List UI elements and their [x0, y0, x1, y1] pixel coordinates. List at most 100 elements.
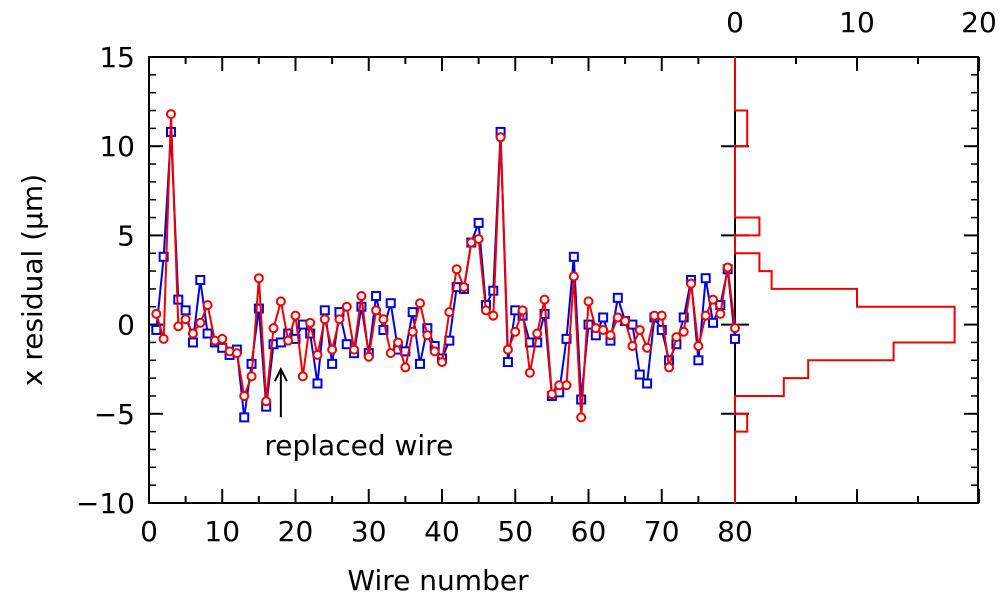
data-point-circle — [253, 273, 264, 284]
data-point-square — [312, 378, 323, 389]
data-point-circle — [334, 314, 345, 325]
data-point-circle — [283, 335, 294, 346]
data-point-circle — [151, 308, 162, 319]
data-point-circle — [407, 326, 418, 337]
data-point-circle — [444, 307, 455, 318]
data-point-circle — [290, 310, 301, 321]
data-point-square — [612, 292, 623, 303]
data-point-square — [319, 305, 330, 316]
data-point-circle — [173, 321, 184, 332]
data-point-circle — [305, 317, 316, 328]
data-point-circle — [678, 326, 689, 337]
data-point-circle — [187, 328, 198, 339]
y-tick-label: 15 — [99, 41, 135, 74]
data-point-circle — [378, 314, 389, 325]
data-point-circle — [620, 316, 631, 327]
data-point-circle — [393, 337, 404, 348]
data-point-circle — [642, 342, 653, 353]
data-point-square — [415, 358, 426, 369]
data-point-square — [634, 369, 645, 380]
data-point-circle — [385, 348, 396, 359]
hist-tick-label: 10 — [839, 6, 875, 39]
x-tick-label: 10 — [204, 515, 240, 548]
data-point-circle — [217, 333, 228, 344]
data-point-square — [202, 328, 213, 339]
data-point-circle — [539, 294, 550, 305]
data-point-circle — [312, 349, 323, 360]
data-point-circle — [341, 301, 352, 312]
data-point-circle — [275, 296, 286, 307]
data-point-circle — [568, 271, 579, 282]
data-point-circle — [627, 341, 638, 352]
data-point-circle — [715, 308, 726, 319]
data-point-circle — [437, 357, 447, 368]
data-point-square — [407, 307, 418, 318]
histogram-layer — [734, 57, 956, 503]
x-tick-label: 50 — [497, 515, 533, 548]
data-point-circle — [502, 344, 513, 355]
data-point-square — [187, 337, 198, 348]
data-point-square — [642, 378, 653, 389]
data-point-circle — [598, 324, 609, 335]
y-axis-title: x residual (μm) — [16, 174, 49, 386]
data-point-square — [151, 324, 162, 335]
data-point-circle — [400, 362, 411, 373]
data-point-circle — [693, 341, 704, 352]
data-point-square — [385, 298, 396, 309]
data-point-circle — [700, 310, 711, 321]
data-point-square — [730, 333, 740, 344]
data-point-circle — [231, 348, 242, 359]
data-point-square — [502, 357, 513, 368]
data-point-circle — [634, 324, 645, 335]
x-tick-label: 70 — [644, 515, 680, 548]
data-point-square — [656, 324, 667, 335]
hist-tick-label: 20 — [961, 6, 997, 39]
data-point-circle — [671, 332, 682, 343]
data-point-circle — [165, 109, 176, 120]
data-point-square — [158, 251, 169, 262]
y-tick-label: −10 — [76, 487, 135, 520]
y-tick-label: 0 — [117, 309, 135, 342]
annotation-arrowhead — [273, 366, 288, 382]
data-point-square — [678, 312, 689, 323]
data-point-circle — [356, 291, 367, 302]
data-point-circle — [686, 278, 697, 289]
x-tick-label: 30 — [351, 515, 387, 548]
data-point-circle — [451, 264, 462, 275]
data-point-circle — [730, 323, 740, 334]
data-point-circle — [158, 333, 169, 344]
data-point-square — [180, 305, 191, 316]
data-point-circle — [664, 362, 675, 373]
data-point-circle — [246, 371, 257, 382]
data-point-square — [598, 312, 609, 323]
series-line-square — [155, 131, 736, 418]
y-tick-label: 10 — [99, 130, 135, 163]
data-point-circle — [458, 282, 469, 293]
data-point-circle — [202, 299, 213, 310]
data-point-square — [195, 275, 206, 285]
data-point-circle — [495, 132, 506, 143]
data-point-circle — [605, 330, 616, 341]
histogram-outline — [734, 57, 956, 503]
data-point-circle — [517, 305, 528, 316]
data-point-square — [341, 339, 352, 350]
x-tick-label: 0 — [140, 515, 158, 548]
data-point-circle — [180, 314, 191, 325]
series-layer — [151, 109, 740, 423]
data-point-circle — [319, 314, 330, 325]
data-point-circle — [349, 344, 360, 355]
data-point-square — [708, 317, 719, 328]
plot-frame — [148, 56, 979, 504]
data-point-square — [239, 412, 250, 423]
x-tick-label: 60 — [571, 515, 607, 548]
data-point-square — [568, 251, 579, 262]
data-point-circle — [239, 390, 250, 401]
data-point-circle — [576, 412, 587, 423]
data-point-circle — [327, 344, 338, 355]
data-point-square — [253, 303, 264, 314]
data-point-circle — [422, 330, 433, 341]
replaced-wire-annotation: replaced wire — [264, 366, 453, 462]
data-point-circle — [480, 305, 491, 316]
data-point-circle — [532, 328, 543, 339]
